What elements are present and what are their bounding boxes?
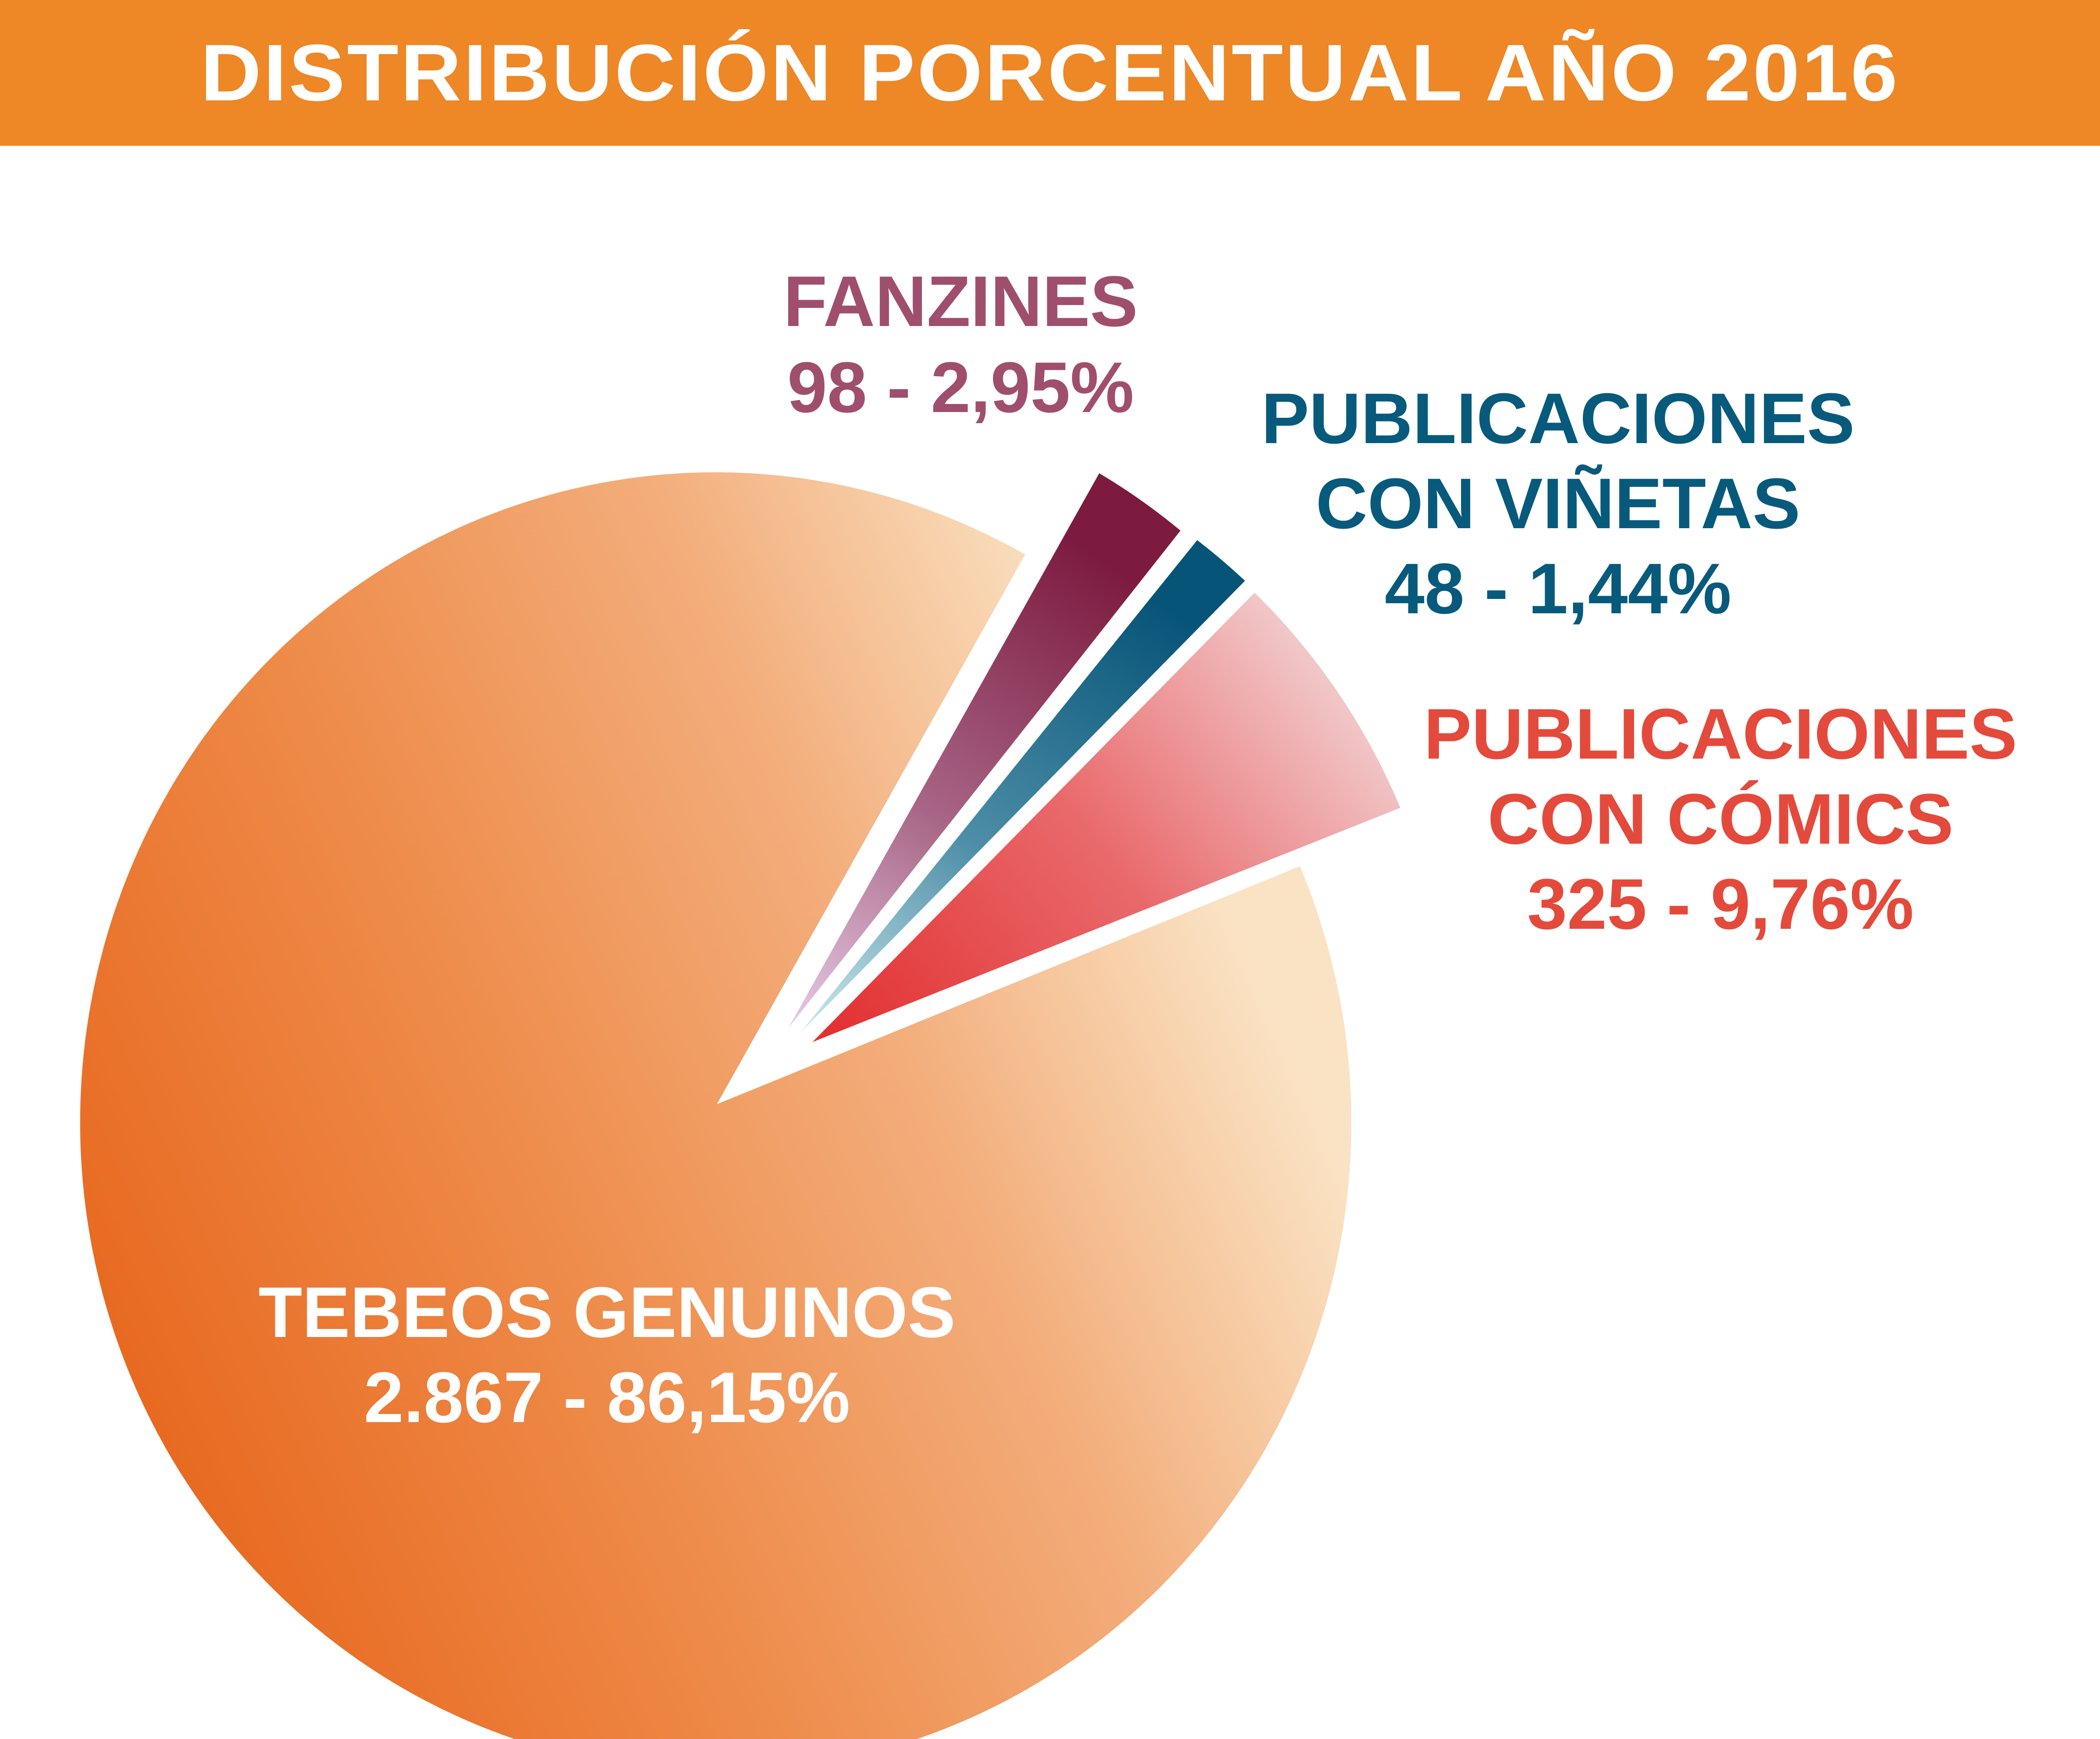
- label-fanzines-name: FANZINES: [783, 261, 1138, 341]
- label-publicaciones-con-comics: PUBLICACIONES CON CÓMICS 325 - 9,76%: [1376, 698, 2065, 940]
- chart-title: DISTRIBUCIÓN PORCENTUAL AÑO 2016: [200, 28, 1900, 118]
- title-banner: DISTRIBUCIÓN PORCENTUAL AÑO 2016: [0, 0, 2100, 146]
- label-comics-value: 325 - 9,76%: [1527, 864, 1914, 944]
- label-vinetas-name-line2: CON VIÑETAS: [1316, 463, 1800, 543]
- label-publicaciones-con-vinetas: PUBLICACIONES CON VIÑETAS 48 - 1,44%: [1223, 382, 1893, 624]
- label-vinetas-name-line1: PUBLICACIONES: [1261, 378, 1855, 458]
- slice-fanzines: [789, 473, 1180, 1028]
- slice-publicaciones-con-comics: [812, 593, 1400, 1042]
- label-tebeos-value: 2.867 - 86,15%: [364, 1357, 850, 1437]
- slice-tebeos-genuinos: [80, 472, 1352, 1739]
- label-comics-name-line2: CON CÓMICS: [1487, 779, 1954, 859]
- label-comics-name-line1: PUBLICACIONES: [1424, 694, 2017, 774]
- label-fanzines-value: 98 - 2,95%: [787, 347, 1134, 427]
- slice-publicaciones-con-vinetas: [801, 540, 1245, 1033]
- label-tebeos-genuinos: TEBEOS GENUINOS 2.867 - 86,15%: [220, 1276, 994, 1433]
- label-vinetas-value: 48 - 1,44%: [1385, 548, 1732, 629]
- label-tebeos-name: TEBEOS GENUINOS: [258, 1272, 956, 1352]
- label-fanzines: FANZINES 98 - 2,95%: [765, 265, 1157, 423]
